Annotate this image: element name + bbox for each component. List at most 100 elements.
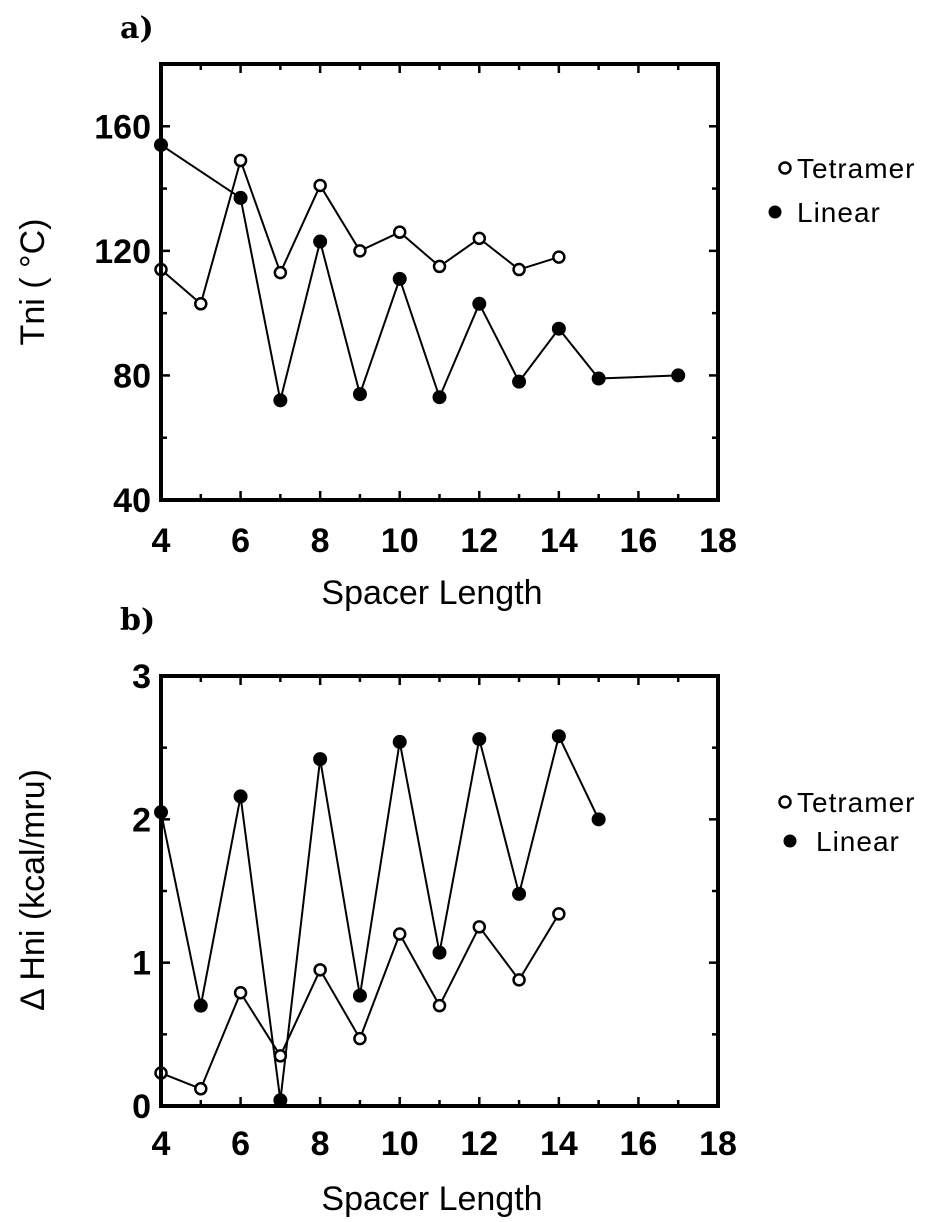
y-tick-label: 0 <box>132 1088 151 1126</box>
series-line-linear <box>558 328 600 380</box>
data-point-tetramer <box>353 244 367 258</box>
series-line-linear <box>438 303 481 398</box>
panel-label-a: a) <box>120 11 154 46</box>
series-line-tetramer <box>160 1072 202 1090</box>
legend-marker-tetramer <box>778 795 792 809</box>
panel-b-y-axis-title: Δ Hni (kcal/mru) <box>14 769 52 1011</box>
legend-label-linear: Linear <box>797 197 881 228</box>
series-line-tetramer <box>199 160 242 305</box>
series-line-linear <box>160 144 242 199</box>
data-point-linear <box>233 789 248 804</box>
series-line-linear <box>319 241 361 395</box>
x-tick-label: 6 <box>231 522 250 560</box>
data-point-linear <box>352 387 367 402</box>
data-point-linear <box>671 368 686 383</box>
x-tick-label: 4 <box>152 522 171 560</box>
data-point-tetramer <box>313 963 327 977</box>
x-tick-label: 12 <box>460 1125 498 1163</box>
panel-b-x-axis-title: Spacer Length <box>321 1180 542 1218</box>
x-tick-label: 16 <box>620 522 658 560</box>
y-tick-label: 3 <box>132 658 151 696</box>
x-tick-label: 12 <box>460 522 498 560</box>
data-point-linear <box>472 296 487 311</box>
series-line-linear <box>199 796 242 1006</box>
data-point-linear <box>392 271 407 286</box>
legend-marker-linear <box>783 834 797 848</box>
panel-a-x-tick-labels: 4 6 8 10 12 14 16 18 <box>152 522 737 560</box>
data-point-linear <box>193 998 208 1013</box>
panel-label-b: b) <box>120 603 155 638</box>
legend-label-linear: Linear <box>816 826 900 857</box>
panel-a-legend: Tetramer Linear <box>768 153 915 228</box>
panel-a-x-axis-title: Spacer Length <box>321 574 542 612</box>
data-point-tetramer <box>233 153 248 168</box>
data-point-tetramer <box>432 998 447 1013</box>
series-line-linear <box>239 796 282 1101</box>
series-line-linear <box>478 303 520 383</box>
series-line-linear <box>358 278 401 395</box>
data-point-tetramer <box>512 262 526 277</box>
data-point-linear <box>313 234 328 249</box>
x-tick-label: 6 <box>231 1125 250 1163</box>
legend-label-tetramer: Tetramer <box>797 153 915 184</box>
data-point-linear <box>392 734 407 749</box>
panel-b-ticks <box>159 674 720 1108</box>
y-tick-label: 2 <box>132 801 151 839</box>
x-tick-label: 10 <box>381 522 419 560</box>
data-point-tetramer <box>472 920 487 934</box>
series-line-linear <box>279 759 322 1101</box>
panel-a-ticks <box>159 62 720 502</box>
data-point-tetramer <box>273 265 288 280</box>
data-point-linear <box>273 393 288 408</box>
series-line-tetramer <box>478 237 520 271</box>
data-point-tetramer <box>552 907 566 921</box>
data-point-linear <box>313 752 328 767</box>
series-line-linear <box>518 328 560 383</box>
panel-a-points <box>154 137 686 408</box>
data-point-linear <box>551 321 566 336</box>
data-point-tetramer <box>233 986 248 1000</box>
series-line-tetramer <box>319 969 361 1040</box>
data-point-tetramer <box>432 259 447 274</box>
series-line-linear <box>160 811 202 1006</box>
chart-panel-b: b) 4 6 8 10 12 14 16 18 0 12 3 Spacer Length Δ Hn… <box>14 603 914 1218</box>
series-line-tetramer <box>239 160 282 273</box>
series-line-tetramer <box>518 256 560 271</box>
series-line-tetramer <box>399 231 441 268</box>
series-line-linear <box>438 738 481 953</box>
x-tick-label: 16 <box>620 1125 658 1163</box>
series-line-tetramer <box>358 933 401 1039</box>
series-line-tetramer <box>518 913 560 981</box>
data-point-tetramer <box>194 1082 208 1096</box>
series-line-linear <box>557 735 600 820</box>
panel-a-lines <box>160 144 679 401</box>
series-line-linear <box>319 758 361 996</box>
data-point-linear <box>432 390 447 405</box>
x-tick-label: 8 <box>311 522 330 560</box>
data-point-linear <box>273 1093 288 1108</box>
x-tick-label: 18 <box>699 522 737 560</box>
data-point-tetramer <box>472 231 487 246</box>
series-line-linear <box>398 741 441 953</box>
series-line-tetramer <box>239 992 282 1057</box>
data-point-tetramer <box>512 973 526 987</box>
data-point-linear <box>591 371 606 386</box>
data-point-linear <box>551 729 566 744</box>
legend-marker-linear <box>768 205 782 219</box>
data-point-linear <box>432 945 447 960</box>
series-line-tetramer <box>478 926 520 981</box>
data-point-linear <box>591 812 606 827</box>
series-line-tetramer <box>199 992 242 1090</box>
data-point-tetramer <box>194 297 208 311</box>
panel-a-plot-frame <box>159 62 720 502</box>
y-tick-label: 160 <box>94 108 151 146</box>
data-point-linear <box>512 374 527 389</box>
series-line-tetramer <box>438 926 481 1007</box>
data-point-tetramer <box>273 1049 288 1063</box>
panel-b-x-tick-labels: 4 6 8 10 12 14 16 18 <box>152 1125 737 1163</box>
panel-b-plot-frame <box>159 674 720 1108</box>
legend-marker-tetramer <box>778 161 792 175</box>
y-tick-label: 80 <box>113 357 151 395</box>
series-line-tetramer <box>359 231 401 252</box>
data-point-linear <box>512 886 527 901</box>
